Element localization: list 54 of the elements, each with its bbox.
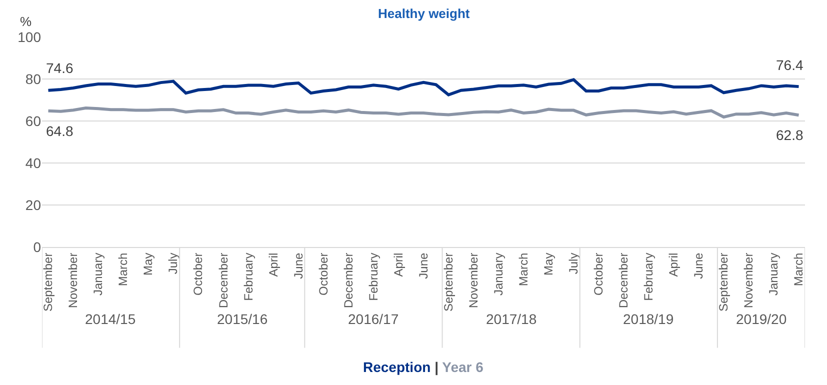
x-tick-label: March bbox=[792, 252, 806, 286]
x-tick-label: November bbox=[66, 252, 80, 308]
x-tick-label: February bbox=[642, 252, 656, 301]
line-series bbox=[46, 78, 800, 96]
x-tick-label: July bbox=[166, 252, 180, 274]
y-tick-label: 20 bbox=[25, 196, 42, 213]
x-tick-label: May bbox=[141, 252, 156, 276]
x-tick-label: April bbox=[266, 252, 280, 277]
x-tick-label: February bbox=[366, 252, 380, 301]
x-tick-label: December bbox=[216, 252, 230, 308]
y-axis-title: % bbox=[20, 14, 32, 29]
x-tick-label: December bbox=[616, 252, 631, 308]
x-tick-label: October bbox=[592, 252, 606, 296]
text: | bbox=[430, 359, 442, 376]
x-tick-label: December bbox=[341, 252, 356, 308]
data-label: 64.8 bbox=[46, 123, 74, 139]
x-tick-label: January bbox=[491, 252, 506, 296]
y-tick-label: 100 bbox=[18, 28, 42, 45]
x-tick-label: May bbox=[541, 252, 556, 276]
text: 2014/15 bbox=[85, 311, 136, 327]
x-tick-label: October bbox=[316, 252, 330, 296]
text: 2015/16 bbox=[217, 311, 268, 327]
x-tick-label: April bbox=[666, 252, 681, 277]
x-tick-label: September bbox=[41, 252, 56, 312]
text: Year 6 bbox=[442, 359, 484, 375]
line-series bbox=[46, 106, 800, 119]
x-tick-label: September bbox=[441, 252, 456, 312]
x-tick-label: January bbox=[766, 252, 781, 296]
x-tick-label: February bbox=[241, 252, 256, 301]
x-tick-label: November bbox=[742, 252, 756, 308]
y-tick-label: 40 bbox=[25, 154, 42, 171]
data-label: 76.4 bbox=[776, 57, 804, 73]
x-tick-label: July bbox=[566, 252, 580, 274]
x-tick-label: January bbox=[91, 252, 106, 296]
data-label: 62.8 bbox=[776, 127, 804, 143]
x-tick-label: November bbox=[466, 252, 480, 308]
x-tick-label: March bbox=[116, 252, 130, 286]
y-tick-label: 0 bbox=[33, 238, 42, 255]
y-tick-label: 60 bbox=[25, 112, 42, 129]
x-tick-label: September bbox=[716, 252, 731, 312]
text: 2017/18 bbox=[486, 311, 537, 327]
x-tick-label: June bbox=[692, 252, 706, 279]
x-tick-label: April bbox=[391, 252, 406, 277]
y-tick-label: 80 bbox=[25, 70, 42, 87]
data-label: 74.6 bbox=[46, 60, 74, 76]
x-tick-label: October bbox=[191, 252, 206, 296]
text: Reception bbox=[363, 359, 431, 375]
x-tick-label: June bbox=[416, 252, 430, 279]
text: 2016/17 bbox=[348, 311, 399, 327]
text: 2018/19 bbox=[623, 311, 674, 327]
chart-title: Healthy weight bbox=[378, 6, 470, 21]
text: 2019/20 bbox=[736, 311, 787, 327]
x-tick-label: June bbox=[291, 252, 306, 279]
x-tick-label: March bbox=[516, 252, 530, 286]
